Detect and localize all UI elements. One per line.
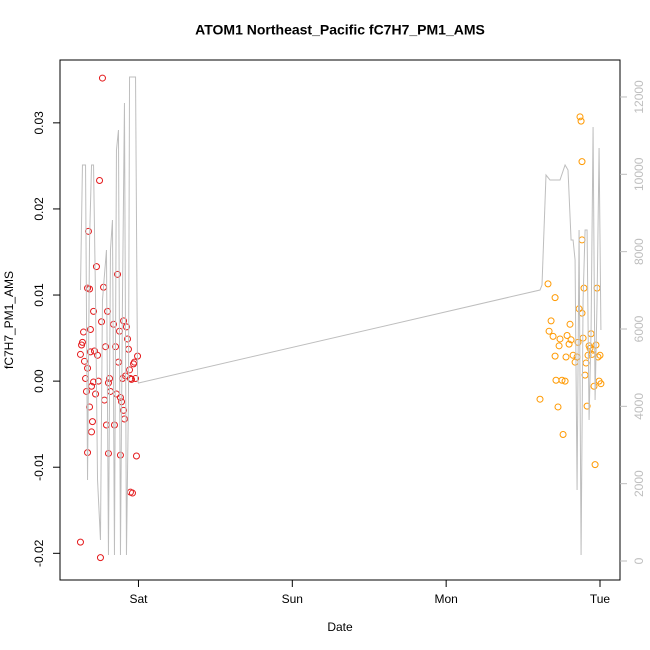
y2-tick-label: 10000 [632, 157, 646, 191]
point [102, 343, 110, 351]
chart-title: ATOM1 Northeast_Pacific fC7H7_PM1_AMS [195, 22, 485, 38]
point [124, 335, 132, 343]
point [556, 335, 564, 343]
point [120, 406, 128, 414]
point [576, 113, 584, 121]
point [577, 117, 585, 125]
y2-tick-label: 8000 [632, 238, 646, 265]
point [88, 428, 96, 436]
point [100, 396, 108, 404]
point [561, 377, 569, 385]
point [122, 323, 130, 331]
y-tick-label: 0.02 [32, 197, 46, 221]
point [566, 320, 574, 328]
y-tick-label: -0.01 [32, 453, 46, 481]
point [580, 284, 588, 292]
point [86, 325, 94, 333]
point [80, 328, 88, 336]
point [132, 375, 140, 383]
point [596, 351, 604, 359]
point [120, 317, 128, 325]
point [92, 390, 100, 398]
point [104, 449, 112, 457]
point [583, 402, 591, 410]
point [78, 338, 86, 346]
point [106, 387, 114, 395]
y-axis-label: fC7H7_PM1_AMS [2, 271, 16, 369]
point [132, 452, 140, 460]
x-tick-label: Sun [282, 592, 303, 606]
y-tick-label: -0.02 [32, 539, 46, 567]
point [96, 177, 104, 185]
point [126, 375, 134, 383]
point [76, 350, 84, 358]
point [591, 461, 599, 469]
point [86, 403, 94, 411]
point [126, 366, 134, 374]
point [92, 263, 100, 271]
point [578, 158, 586, 166]
point [90, 307, 98, 315]
y2-tick-label: 2000 [632, 470, 646, 497]
point [80, 357, 88, 365]
y2-tick-label: 12000 [632, 80, 646, 114]
point [547, 317, 555, 325]
x-tick-label: Tue [590, 592, 611, 606]
y-tick-label: 0.00 [32, 369, 46, 393]
point [114, 270, 122, 278]
point [563, 331, 571, 339]
point [120, 415, 128, 423]
point [565, 340, 573, 348]
y-tick-label: 0.03 [32, 111, 46, 135]
point [578, 309, 586, 317]
point [555, 342, 563, 350]
x-axis-label: Date [327, 620, 353, 634]
point [578, 236, 586, 244]
point [114, 358, 122, 366]
point [549, 332, 557, 340]
line [79, 76, 602, 556]
point [552, 376, 560, 384]
x-tick-label: Sat [129, 592, 148, 606]
point [536, 395, 544, 403]
x-tick-label: Mon [434, 592, 457, 606]
point [112, 390, 120, 398]
point [544, 280, 552, 288]
point [590, 382, 598, 390]
point [86, 348, 94, 356]
point [104, 379, 112, 387]
point [98, 74, 106, 82]
y-tick-label: 0.01 [32, 283, 46, 307]
point [116, 393, 124, 401]
point [94, 351, 102, 359]
point [558, 376, 566, 384]
point [559, 431, 567, 439]
point [554, 403, 562, 411]
point [562, 353, 570, 361]
point [567, 336, 575, 344]
point [588, 350, 596, 358]
point [551, 352, 559, 360]
point [102, 421, 110, 429]
point [545, 327, 553, 335]
plot-box [59, 59, 621, 581]
y2-tick-label: 4000 [632, 393, 646, 420]
point [82, 375, 90, 383]
point [110, 421, 118, 429]
point [96, 554, 104, 562]
point [98, 318, 106, 326]
point [84, 364, 92, 372]
point [551, 294, 559, 302]
y2-tick-label: 6000 [632, 315, 646, 342]
point [128, 489, 136, 497]
point [597, 380, 605, 388]
point [76, 538, 84, 546]
y2-tick-label: 0 [632, 557, 646, 564]
point [88, 418, 96, 426]
